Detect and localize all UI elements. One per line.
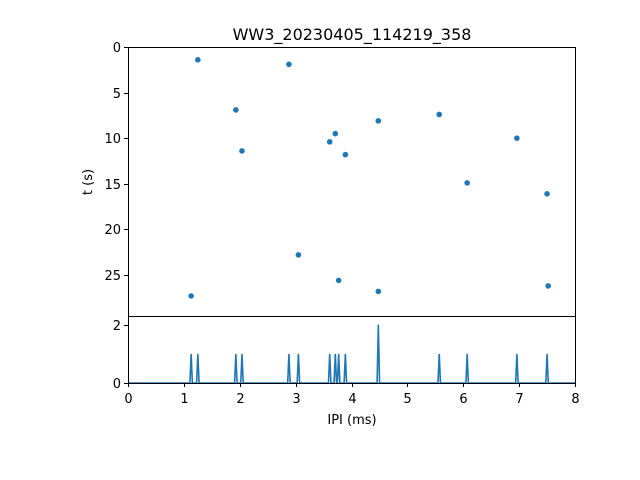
scatter-point	[233, 107, 239, 113]
scatter-point	[514, 135, 520, 141]
chart-title: WW3_20230405_114219_358	[233, 25, 472, 45]
scatter-point	[332, 130, 339, 137]
scatter-points	[188, 56, 551, 299]
histogram-line	[128, 324, 575, 384]
histogram-panel: 0 1 2 3 4 5 6 7 8 0 2	[113, 316, 580, 407]
y-axis-ticks: 0 5 10 15 20 25	[104, 41, 128, 284]
x-tick-label: 6	[459, 392, 467, 407]
y-axis-label: t (s)	[81, 169, 96, 195]
x-tick-label: 0	[124, 392, 132, 407]
x-tick-label: 4	[348, 392, 356, 407]
scatter-point	[188, 293, 194, 299]
scatter-point	[544, 191, 550, 197]
x-tick-label: 1	[180, 392, 188, 407]
scatter-point	[335, 277, 342, 284]
x-tick-label: 8	[571, 392, 579, 407]
y-tick-label: 5	[113, 87, 121, 102]
histogram-axis-ticks: 0 1 2 3 4 5 6 7 8 0 2	[113, 319, 580, 407]
scatter-point	[195, 56, 201, 63]
scatter-point	[326, 139, 333, 145]
scatter-point	[375, 288, 382, 295]
x-tick-label: 3	[292, 392, 300, 407]
y-tick-label: 10	[104, 132, 121, 147]
histogram-frame	[128, 316, 576, 384]
scatter-point	[436, 111, 443, 118]
x-tick-label: 7	[515, 392, 523, 407]
y-tick-label: 15	[104, 178, 121, 193]
x-tick-label: 5	[403, 392, 411, 407]
scatter-point	[545, 283, 551, 289]
y-tick-label: 20	[104, 223, 121, 238]
scatter-point	[464, 180, 470, 186]
scatter-point	[375, 118, 382, 124]
y-tick-label: 0	[113, 41, 121, 56]
y-tick-label: 25	[104, 269, 121, 284]
x-tick-label: 2	[236, 392, 244, 407]
scatter-point	[342, 151, 349, 158]
histogram-y-tick-label: 2	[113, 319, 121, 334]
x-axis-label: IPI (ms)	[327, 413, 376, 428]
scatter-point	[295, 252, 302, 258]
scatter-panel: 0 5 10 15 20 25	[104, 41, 576, 317]
scatter-point	[239, 148, 245, 154]
scatter-frame	[128, 47, 576, 317]
scatter-point	[286, 61, 292, 68]
histogram-y-tick-label: 0	[113, 377, 121, 392]
